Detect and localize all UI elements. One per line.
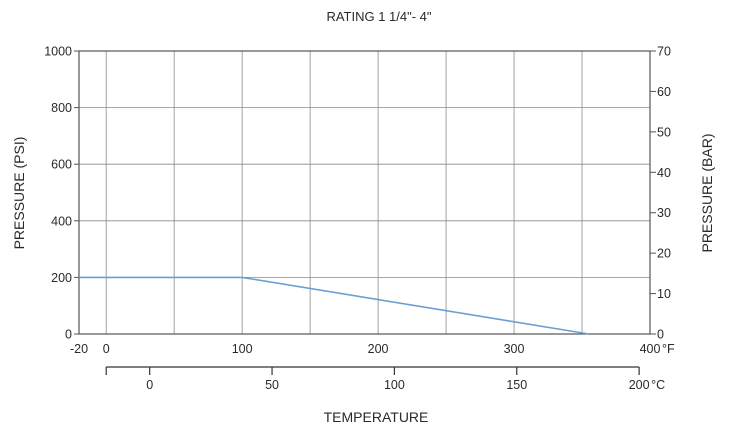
y-tick-label-psi: 800: [51, 101, 72, 115]
chart-title: RATING 1 1/4"- 4": [326, 9, 431, 24]
series-layer: [79, 276, 589, 335]
y-axis-label-bar: PRESSURE (BAR): [699, 133, 715, 252]
x-tick-label-f: 0: [103, 342, 110, 356]
grid: [79, 51, 650, 334]
y-tick-label-bar: 30: [657, 206, 671, 220]
y-tick-label-psi: 400: [51, 214, 72, 228]
x-unit-f: °F: [662, 342, 675, 356]
x-tick-label-f: 100: [232, 342, 253, 356]
x-unit-c: °C: [651, 378, 665, 392]
y-tick-label-bar: 0: [657, 328, 664, 342]
y-tick-label-psi: 200: [51, 271, 72, 285]
x-tick-label-c: 200: [629, 378, 650, 392]
y-tick-label-psi: 600: [51, 158, 72, 172]
y-tick-label-bar: 10: [657, 287, 671, 301]
x-tick-label-c: 50: [265, 378, 279, 392]
x-tick-label-f: 300: [504, 342, 525, 356]
y-tick-label-bar: 50: [657, 125, 671, 139]
x-tick-label-c: 150: [506, 378, 527, 392]
y-tick-label-bar: 60: [657, 85, 671, 99]
x-tick-label-f: 400: [640, 342, 661, 356]
x-tick-label-c: 100: [384, 378, 405, 392]
y-tick-label-bar: 70: [657, 45, 671, 59]
plot-frame: [78, 50, 651, 335]
y-tick-label-bar: 20: [657, 247, 671, 261]
y-tick-label-psi: 1000: [44, 45, 72, 59]
rating-line: [79, 276, 589, 335]
x-tick-label-f: 200: [368, 342, 389, 356]
x-tick-label-c: 0: [146, 378, 153, 392]
y-tick-label-bar: 40: [657, 166, 671, 180]
y-axis-label-psi: PRESSURE (PSI): [11, 137, 27, 250]
y-tick-label-psi: 0: [65, 328, 72, 342]
x-axis-label: TEMPERATURE: [324, 409, 429, 425]
x-tick-label-f: -20: [70, 342, 88, 356]
